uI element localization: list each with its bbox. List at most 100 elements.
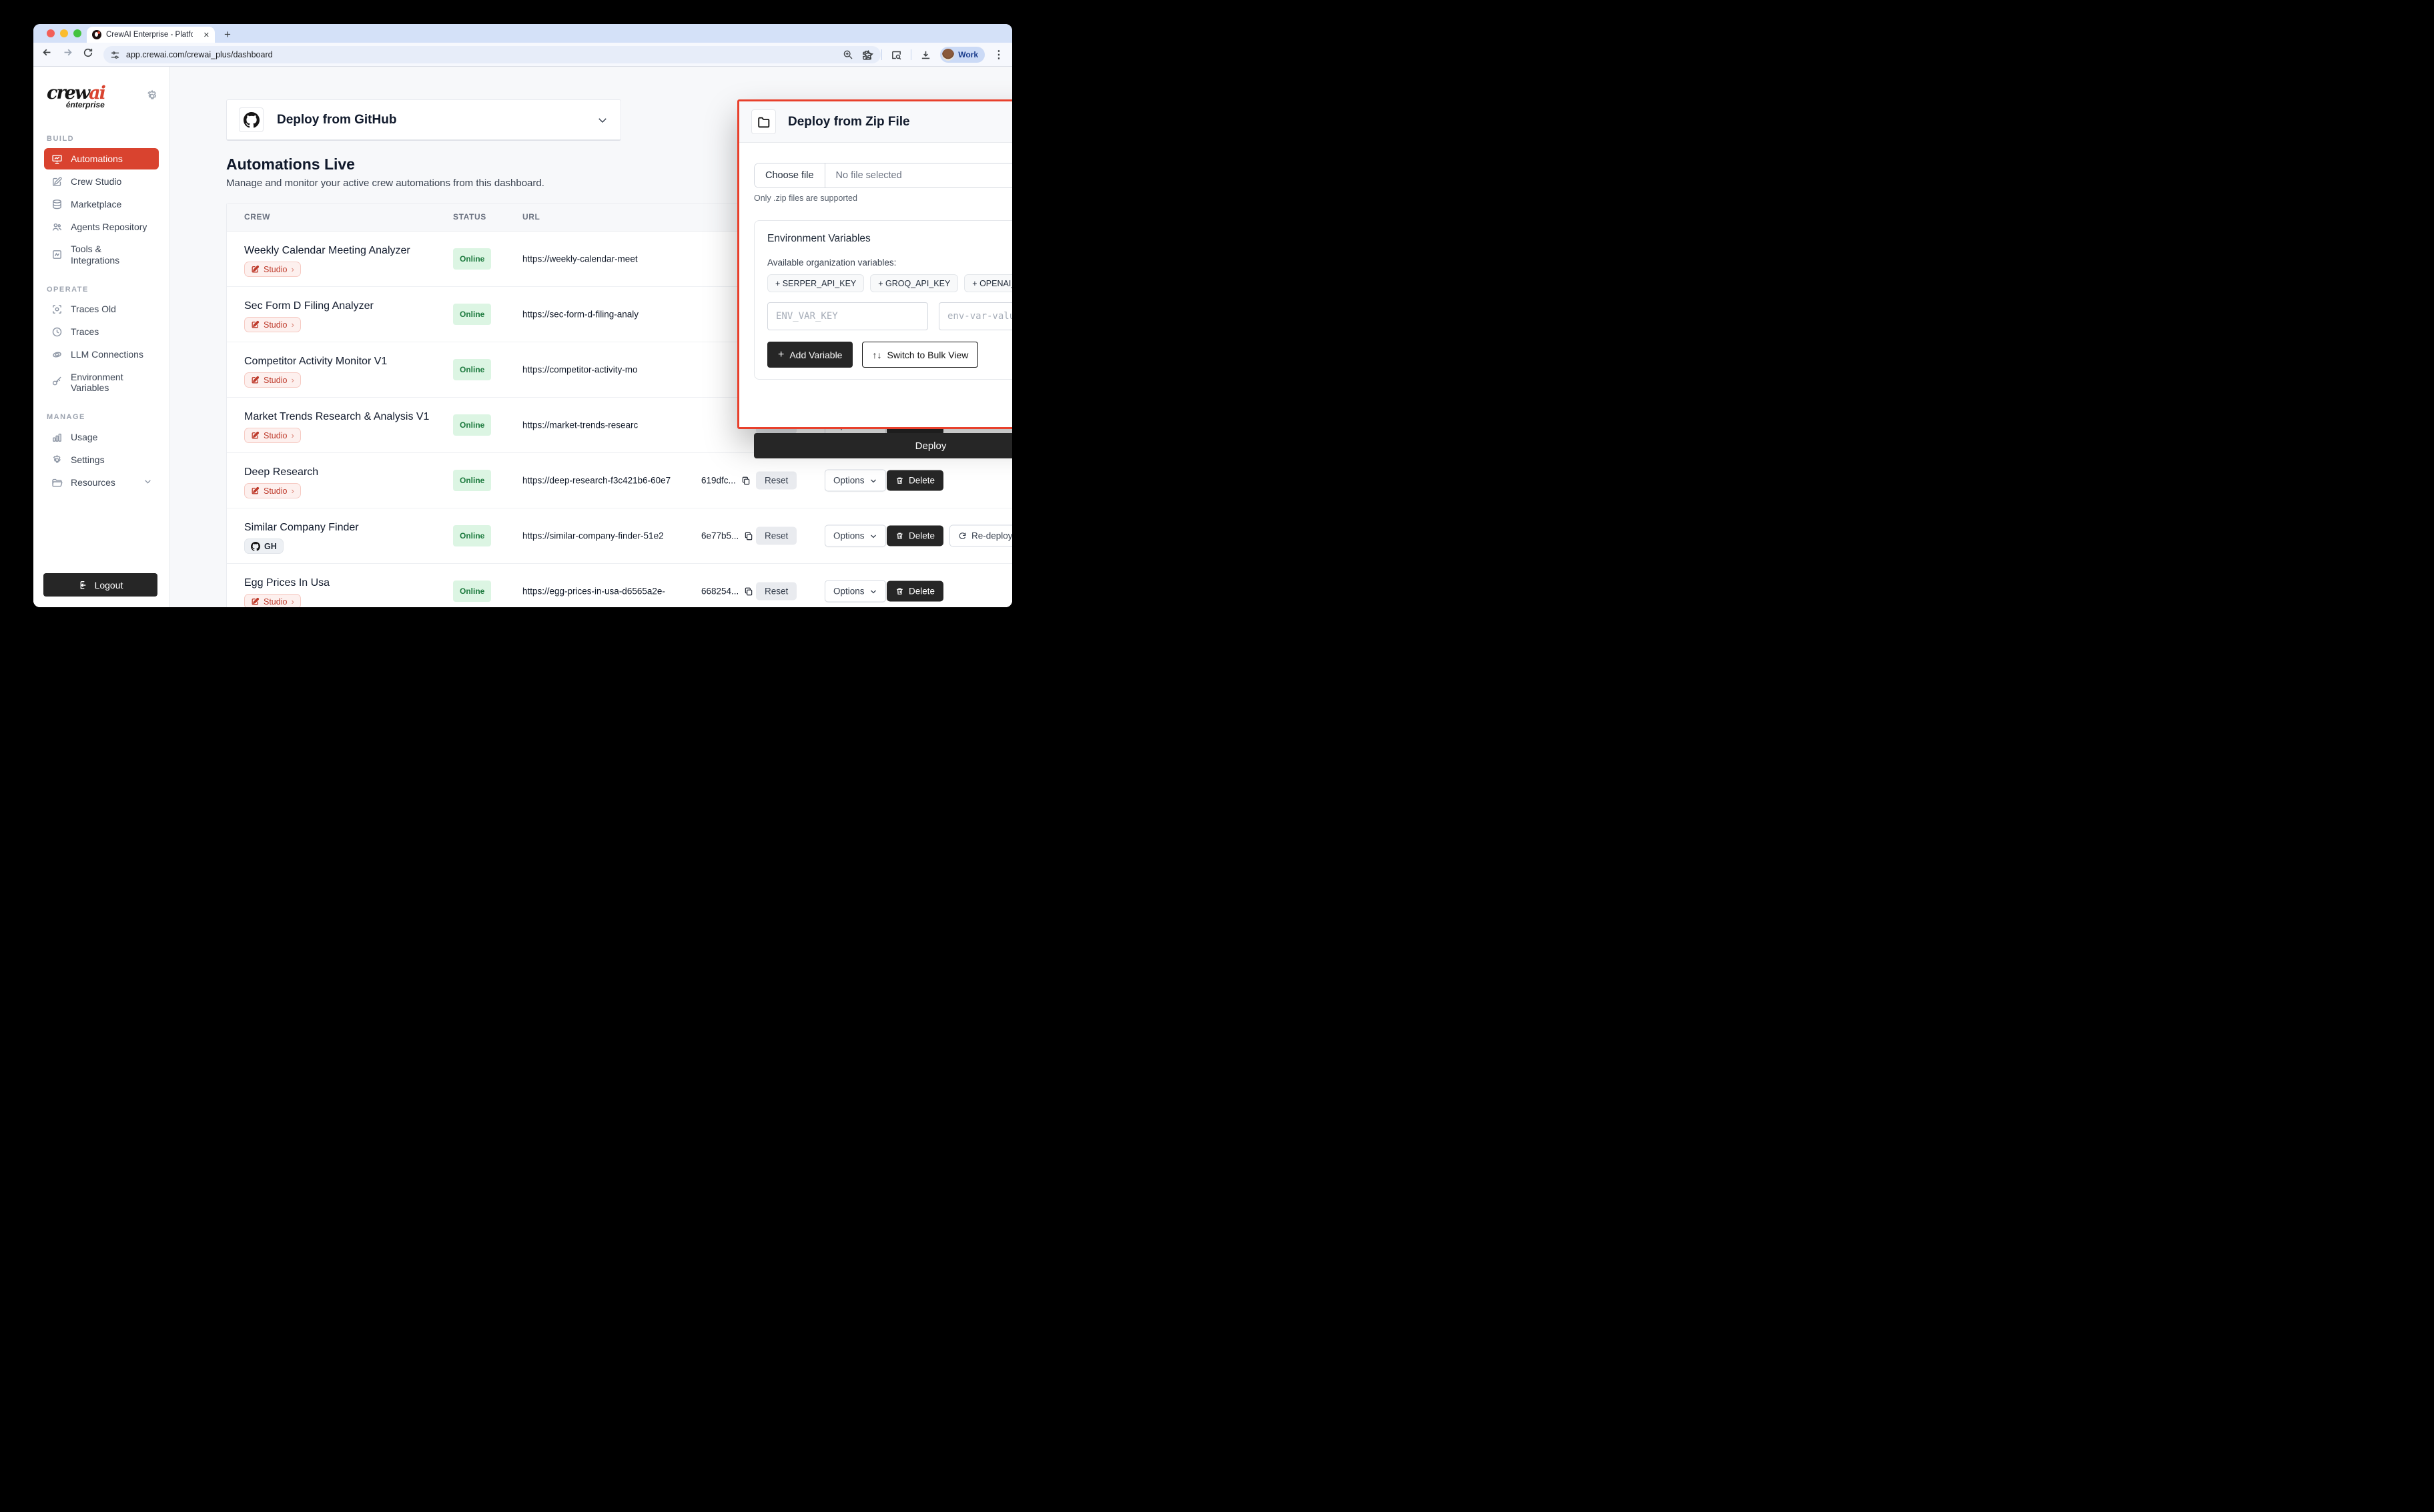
logout-button[interactable]: Logout xyxy=(43,573,157,597)
copy-icon[interactable] xyxy=(744,587,753,596)
env-section-title: Environment Variables xyxy=(767,233,871,244)
options-button[interactable]: Options xyxy=(825,469,886,492)
browser-menu-kebab-icon[interactable]: ⋮ xyxy=(993,49,1004,61)
org-variable-chip[interactable]: + GROQ_API_KEY xyxy=(870,274,959,292)
studio-badge[interactable]: Studio › xyxy=(244,317,301,332)
column-header-status: STATUS xyxy=(453,212,486,222)
maximize-window-button[interactable] xyxy=(73,29,81,37)
toolbar-divider xyxy=(881,49,883,60)
browser-tab[interactable]: CrewAI Enterprise - Platform f ✕ xyxy=(87,27,215,43)
zip-folder-icon xyxy=(751,109,776,134)
browser-profile-chip[interactable]: Work xyxy=(940,47,985,63)
github-card-title: Deploy from GitHub xyxy=(277,112,397,127)
address-bar[interactable]: app.crewai.com/crewai_plus/dashboard xyxy=(103,46,881,63)
choose-file-button[interactable]: Choose file xyxy=(755,163,825,187)
studio-badge[interactable]: Studio › xyxy=(244,483,301,498)
table-row: Similar Company Finder GH Online https:/… xyxy=(227,508,1012,564)
column-header-crew: CREW xyxy=(244,212,271,222)
minimize-window-button[interactable] xyxy=(60,29,68,37)
sidebar-gear-icon[interactable] xyxy=(145,89,159,103)
status-badge: Online xyxy=(453,248,492,270)
tab-title: CrewAI Enterprise - Platform f xyxy=(106,31,193,39)
sidebar-item-settings[interactable]: Settings xyxy=(44,449,159,470)
sidebar-item-usage[interactable]: Usage xyxy=(44,426,159,448)
status-badge: Online xyxy=(453,359,492,380)
env-var-key-input[interactable] xyxy=(767,302,928,330)
gear-icon xyxy=(51,454,63,466)
sidebar-item-automations[interactable]: Automations xyxy=(44,148,159,169)
sidebar: crewai énterprise BUILD Automations Crew… xyxy=(33,67,170,607)
reload-icon[interactable] xyxy=(83,47,93,58)
reset-button[interactable]: Reset xyxy=(756,526,797,545)
chevron-down-icon[interactable] xyxy=(596,114,608,126)
column-header-url: URL xyxy=(522,212,540,222)
sidebar-item-agents-repository[interactable]: Agents Repository xyxy=(44,216,159,238)
deploy-from-zip-panel: Deploy from Zip File Choose file No file… xyxy=(737,99,1012,458)
forward-icon[interactable] xyxy=(62,47,73,58)
copy-icon[interactable] xyxy=(741,476,751,485)
sidebar-item-crew-studio[interactable]: Crew Studio xyxy=(44,171,159,192)
add-variable-button[interactable]: + Add Variable xyxy=(767,342,853,368)
table-row: Egg Prices In Usa Studio › Online https:/… xyxy=(227,564,1012,607)
studio-badge[interactable]: Studio › xyxy=(244,428,301,443)
crewai-favicon-icon xyxy=(92,30,101,39)
reset-button[interactable]: Reset xyxy=(756,471,797,490)
studio-badge[interactable]: Studio › xyxy=(244,594,301,607)
org-variable-chip[interactable]: + SERPER_API_KEY xyxy=(767,274,865,292)
downloads-icon[interactable] xyxy=(920,49,931,61)
site-settings-icon[interactable] xyxy=(110,50,120,60)
delete-button[interactable]: Delete xyxy=(887,581,944,602)
automations-icon xyxy=(51,153,63,165)
sidebar-item-resources[interactable]: Resources xyxy=(44,472,159,493)
env-var-value-input[interactable] xyxy=(939,302,1012,330)
reset-button[interactable]: Reset xyxy=(756,582,797,601)
github-badge[interactable]: GH xyxy=(244,538,284,554)
crew-name: Egg Prices In Usa xyxy=(244,577,330,589)
chevron-right-icon: › xyxy=(291,430,294,440)
url-text[interactable]: app.crewai.com/crewai_plus/dashboard xyxy=(126,50,273,59)
crew-url: https://market-trends-researc xyxy=(522,420,639,430)
crew-url: https://egg-prices-in-usa-d6565a2e- xyxy=(522,586,665,597)
options-button[interactable]: Options xyxy=(825,580,886,603)
users-icon xyxy=(51,221,63,233)
redeploy-button[interactable]: Re-deploy xyxy=(949,524,1012,547)
delete-button[interactable]: Delete xyxy=(887,525,944,546)
deploy-from-github-card[interactable]: Deploy from GitHub xyxy=(226,99,621,141)
search-tabs-icon[interactable] xyxy=(891,49,902,61)
sidebar-item-llm-connections[interactable]: LLM Connections xyxy=(44,344,159,366)
bar-chart-icon xyxy=(51,431,63,443)
folder-icon xyxy=(51,476,63,488)
tab-close-icon[interactable]: ✕ xyxy=(203,31,210,39)
sidebar-item-traces[interactable]: Traces xyxy=(44,322,159,343)
deploy-button[interactable]: Deploy xyxy=(754,433,1012,458)
switch-to-bulk-view-button[interactable]: ↑↓ Switch to Bulk View xyxy=(862,342,979,368)
options-button[interactable]: Options xyxy=(825,524,886,547)
crew-url: https://deep-research-f3c421b6-60e7 xyxy=(522,475,671,486)
sidebar-item-traces-old[interactable]: Traces Old xyxy=(44,299,159,320)
zip-panel-header[interactable]: Deploy from Zip File xyxy=(739,101,1012,143)
delete-button[interactable]: Delete xyxy=(887,470,944,491)
back-icon[interactable] xyxy=(41,47,53,58)
studio-badge[interactable]: Studio › xyxy=(244,372,301,388)
database-icon xyxy=(51,198,63,210)
org-variable-chip[interactable]: + OPENAI_API_KEY xyxy=(964,274,1012,292)
chevron-right-icon: › xyxy=(291,264,294,274)
zoom-in-icon[interactable] xyxy=(843,49,853,60)
page-title: Automations Live xyxy=(226,155,355,173)
page-subtitle: Manage and monitor your active crew auto… xyxy=(226,177,544,189)
copy-icon[interactable] xyxy=(744,531,753,540)
sidebar-item-marketplace[interactable]: Marketplace xyxy=(44,194,159,215)
extensions-icon[interactable] xyxy=(861,49,873,61)
file-input[interactable]: Choose file No file selected xyxy=(754,163,1012,188)
crew-id: 668254... xyxy=(701,586,739,597)
sidebar-item-tools-integrations[interactable]: Tools & Integrations xyxy=(44,239,159,271)
sidebar-item-environment-variables[interactable]: Environment Variables xyxy=(44,367,159,399)
window-controls[interactable] xyxy=(47,29,81,37)
new-tab-button[interactable]: + xyxy=(224,28,231,41)
chevron-right-icon: › xyxy=(291,375,294,385)
key-icon xyxy=(51,376,63,388)
studio-badge[interactable]: Studio › xyxy=(244,262,301,277)
section-label-manage: MANAGE xyxy=(47,413,85,422)
browser-toolbar: app.crewai.com/crewai_plus/dashboard Wor… xyxy=(33,43,1012,67)
close-window-button[interactable] xyxy=(47,29,55,37)
